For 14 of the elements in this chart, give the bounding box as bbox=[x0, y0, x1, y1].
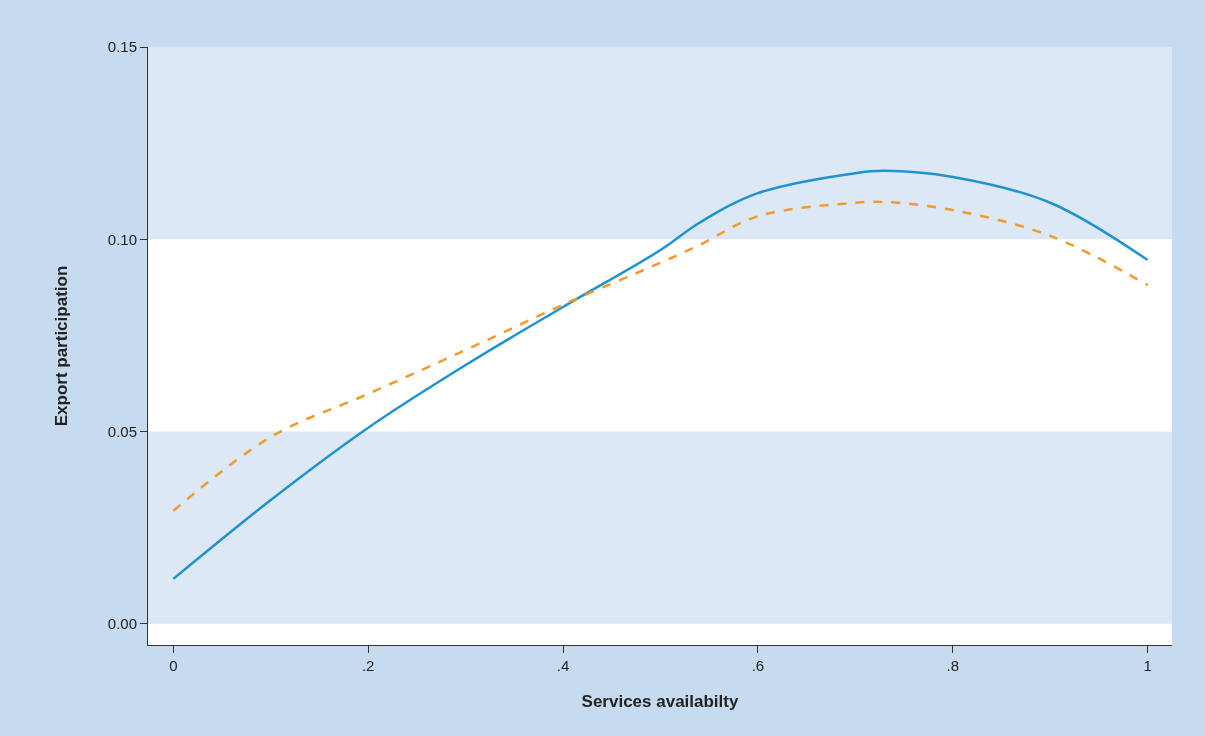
line-series bbox=[172, 169, 1149, 581]
x-axis-title: Services availabilty bbox=[581, 692, 739, 712]
y-tick-label: 0.10 bbox=[107, 230, 137, 248]
x-tick-label: .2 bbox=[361, 657, 375, 674]
x-tick-label: .4 bbox=[556, 657, 570, 674]
y-tick-label: 0.15 bbox=[107, 38, 137, 56]
x-tick-label: .6 bbox=[751, 657, 765, 674]
x-tick-label: 1 bbox=[1143, 657, 1152, 674]
y-tick-label: 0.00 bbox=[107, 615, 137, 633]
line-series bbox=[172, 200, 1149, 513]
x-tick-label: .8 bbox=[946, 657, 960, 674]
x-tick-label: 0 bbox=[169, 657, 178, 674]
y-axis-title: Export participation bbox=[52, 265, 72, 427]
y-tick-label: 0.05 bbox=[107, 422, 137, 440]
